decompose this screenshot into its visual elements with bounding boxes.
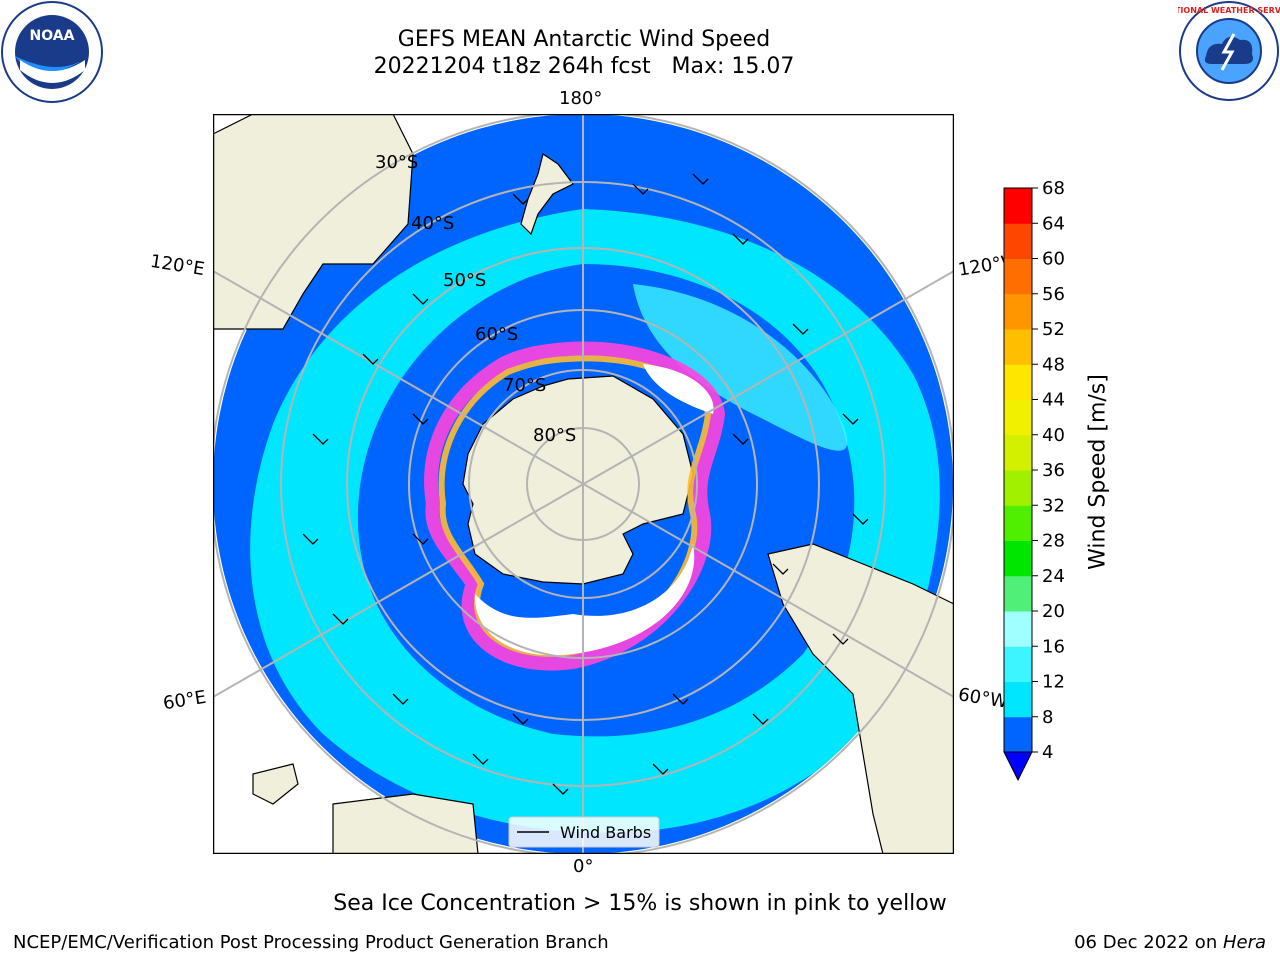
wind-field-high [633,284,848,451]
colorbar-tick-label: 24 [1042,566,1065,587]
wind-barbs [302,173,869,795]
colorbar-segment [1004,540,1032,577]
colorbar-segment [1004,716,1032,753]
lat-label-30s: 30°S [375,152,418,173]
lon-label-120e: 120°E [148,250,207,281]
colorbar-tick-label: 4 [1042,742,1053,763]
colorbar-tick-label: 12 [1042,672,1065,693]
colorbar-segment [1004,223,1032,259]
colorbar-segment [1004,258,1032,295]
polar-map: 30°S 40°S 50°S 60°S 70°S 80°S Wind Barbs [213,114,954,854]
map-border [213,114,954,854]
colorbar-label: Wind Speed [m/s] [1085,374,1111,570]
colorbar-tick-label: 8 [1042,707,1053,728]
graticule [213,114,954,854]
lon-label-top: 180° [559,88,603,109]
colorbar-segment [1004,646,1032,682]
colorbar-tick-label: 40 [1042,425,1065,446]
colorbar-tick-label: 60 [1042,249,1065,270]
colorbar-tick-label: 56 [1042,284,1065,305]
sea-ice-caption: Sea Ice Concentration > 15% is shown in … [333,891,947,916]
noaa-logo: NOAA [1,1,103,103]
forecast-subtitle: 20221204 t18z 264h fcst Max: 15.07 [373,54,795,79]
colorbar-tick-label: 32 [1042,495,1065,516]
svg-text:Wind Barbs: Wind Barbs [560,823,651,842]
colorbar-tick-label: 28 [1042,531,1065,552]
footer-credit: NCEP/EMC/Verification Post Processing Pr… [13,932,609,953]
colorbar-segment [1004,364,1032,400]
colorbar-segment [1004,470,1032,506]
colorbar-tick-label: 16 [1042,636,1065,657]
lat-label-50s: 50°S [443,270,486,291]
colorbar-tick-label: 36 [1042,460,1065,481]
colorbar-segment [1004,329,1032,365]
south-america [767,543,954,854]
madagascar [252,763,299,805]
lon-label-bottom: 0° [573,856,594,877]
nws-logo: NATIONAL WEATHER SERVICE [1178,1,1280,101]
map-title: GEFS MEAN Antarctic Wind Speed [397,27,771,52]
colorbar-under-arrow [1003,751,1033,782]
svg-text:NATIONAL WEATHER SERVICE: NATIONAL WEATHER SERVICE [1178,6,1280,15]
colorbar-segment [1004,399,1032,436]
colorbar-segment [1004,575,1032,612]
colorbar-tick-label: 52 [1042,319,1065,340]
colorbar-segment [1004,611,1032,647]
wind-barb-legend: Wind Barbs [508,816,660,848]
svg-text:NOAA: NOAA [30,28,75,44]
footer-machine: Hera [1222,932,1266,953]
colorbar-segment [1004,434,1032,471]
colorbar-segment [1004,505,1032,541]
lat-label-70s: 70°S [503,375,546,396]
lat-label-60s: 60°S [475,324,518,345]
colorbar-tick-label: 64 [1042,213,1065,234]
colorbar-tick-label: 68 [1042,180,1065,199]
lat-label-40s: 40°S [411,213,454,234]
lat-label-80s: 80°S [533,425,576,446]
footer-date-text: 06 Dec 2022 on [1074,932,1223,953]
colorbar-segment [1004,293,1032,330]
colorbar-segment [1004,188,1032,224]
lon-label-60e: 60°E [161,686,208,715]
colorbar-segment [1004,681,1032,718]
australia [213,114,414,330]
colorbar-tick-label: 48 [1042,354,1065,375]
colorbar-tick-label: 20 [1042,601,1065,622]
africa [332,793,479,854]
sea-ice [424,341,726,671]
colorbar-tick-label: 44 [1042,390,1065,411]
footer-date: 06 Dec 2022 on Hera [1074,932,1266,953]
